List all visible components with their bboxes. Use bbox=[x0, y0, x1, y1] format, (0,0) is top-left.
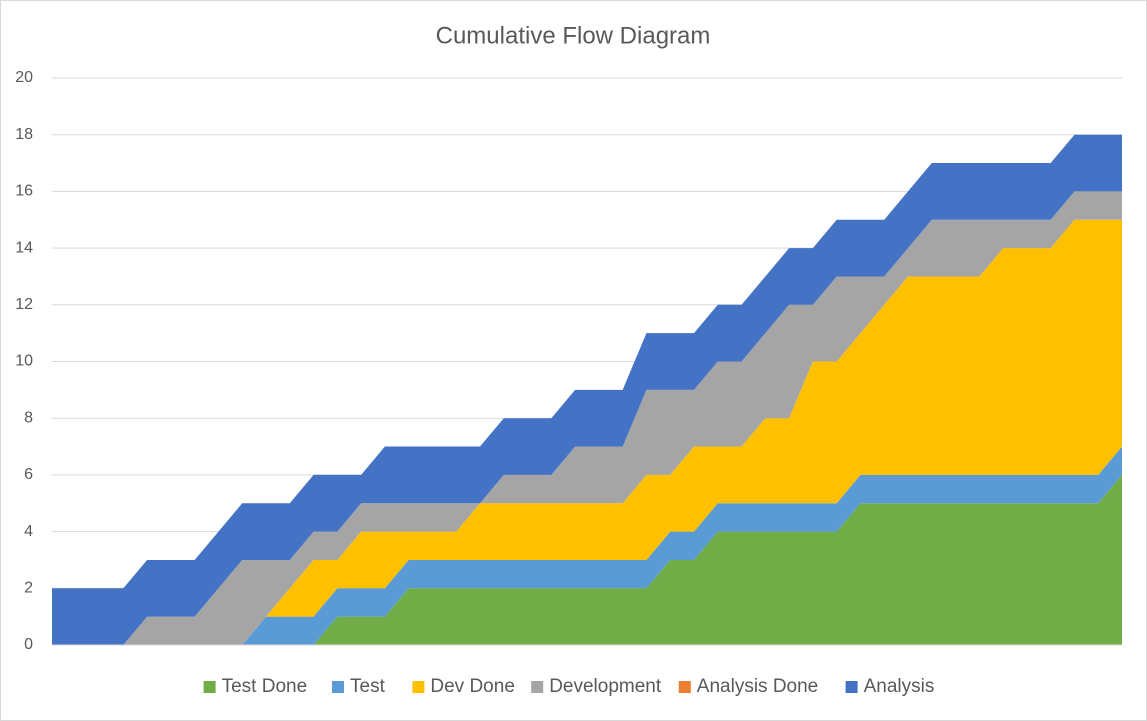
chart-title: Cumulative Flow Diagram bbox=[436, 22, 711, 49]
legend-swatch bbox=[845, 681, 858, 693]
y-tick-label: 14 bbox=[15, 239, 33, 256]
y-tick-label: 10 bbox=[15, 353, 33, 370]
y-tick-label: 2 bbox=[24, 580, 33, 597]
y-tick-label: 20 bbox=[15, 69, 33, 86]
y-tick-label: 12 bbox=[15, 296, 33, 313]
y-tick-label: 8 bbox=[24, 409, 33, 426]
legend-label: Analysis Done bbox=[697, 676, 818, 697]
area bbox=[52, 474, 1122, 645]
y-tick-label: 0 bbox=[24, 636, 33, 653]
y-tick-label: 6 bbox=[24, 466, 33, 483]
legend-swatch bbox=[412, 681, 425, 693]
legend-label: Dev Done bbox=[430, 676, 515, 697]
legend-label: Test bbox=[350, 676, 386, 697]
legend-label: Analysis bbox=[864, 676, 935, 697]
y-tick-label: 18 bbox=[15, 126, 33, 143]
legend-swatch bbox=[678, 681, 691, 693]
area bbox=[52, 134, 1122, 645]
legend-label: Test Done bbox=[222, 676, 308, 697]
legend-label: Development bbox=[549, 676, 662, 697]
area bbox=[52, 219, 1122, 645]
legend-swatch bbox=[203, 681, 216, 693]
y-tick-label: 4 bbox=[24, 523, 33, 540]
area bbox=[52, 446, 1122, 645]
y-tick-label: 16 bbox=[15, 183, 33, 200]
legend-swatch bbox=[332, 681, 344, 693]
legend-swatch bbox=[531, 681, 544, 693]
